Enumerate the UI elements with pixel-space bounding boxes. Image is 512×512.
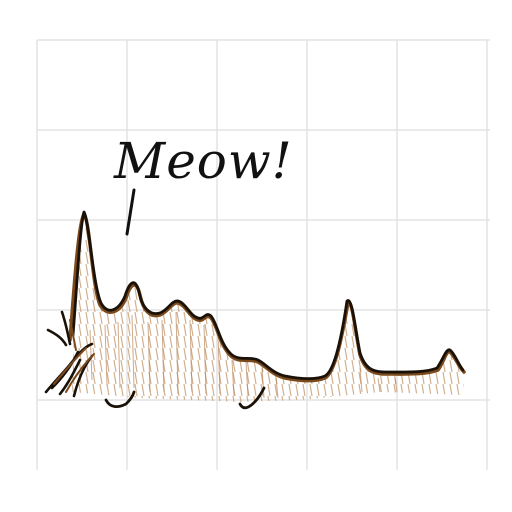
paper-grid (36, 39, 490, 470)
cat-fur-shading (89, 311, 398, 399)
cat-front-paw (104, 390, 136, 409)
speech-text: Meow! (113, 132, 293, 190)
cat-fur-fill (72, 214, 464, 402)
cat-black-outline (71, 210, 465, 381)
cat-silhouette-icon (44, 210, 466, 410)
cat-back-paw (238, 386, 266, 410)
cat-tail-brown (53, 319, 95, 393)
speech-pointer-line (125, 188, 136, 236)
